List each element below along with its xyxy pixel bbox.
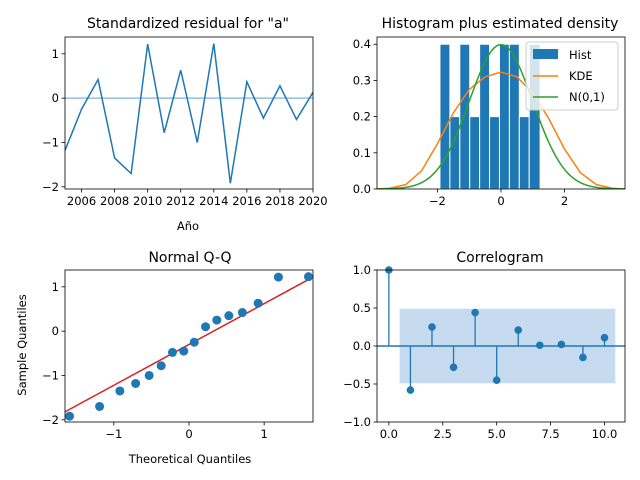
histogram-bar — [498, 43, 510, 189]
correlogram-ytick-label: −1.0 — [343, 415, 371, 429]
qq-point — [179, 346, 189, 356]
qq-point — [253, 298, 263, 308]
acf-marker — [449, 363, 458, 372]
residual-plot-title: Standardized residual for "a" — [87, 16, 289, 32]
residual-plot-panel: Standardized residual for "a" Año 2006 20… — [42, 16, 328, 233]
correlogram-ytick-label: −0.5 — [343, 377, 371, 391]
qq-plot-ylabel: Sample Quantiles — [15, 294, 29, 395]
qq-fit-line — [65, 276, 313, 413]
qq-point — [156, 361, 166, 371]
correlogram-panel: Correlogram 0.0 2.5 5.0 7.5 10.0 −1.0 −0.5 0.0 0… — [343, 250, 626, 441]
correlogram-ytick-label: 0.0 — [353, 339, 371, 353]
histogram-xtick-label: 2 — [561, 194, 568, 208]
qq-plot-ytick-label: −2 — [42, 413, 59, 427]
correlogram-title: Correlogram — [456, 250, 543, 266]
legend-kde-label: KDE — [569, 69, 593, 83]
qq-point — [95, 401, 105, 411]
qq-point — [65, 411, 75, 421]
correlogram-xtick-label: 7.5 — [541, 427, 559, 441]
histogram-bar — [459, 43, 471, 189]
correlogram-ytick-label: 0.5 — [353, 301, 371, 315]
qq-point — [167, 347, 177, 357]
residual-plot-ytick-label: −2 — [42, 180, 59, 194]
qq-plot-title: Normal Q-Q — [148, 250, 231, 266]
histogram-ytick-label: 0.1 — [353, 146, 371, 160]
qq-plot-xlabel: Theoretical Quantiles — [128, 452, 252, 466]
correlogram-xtick-label: 10.0 — [592, 427, 618, 441]
qq-plot-ytick-label: 0 — [52, 324, 59, 338]
histogram-bar — [518, 116, 530, 189]
residual-plot-ytick-label: −1 — [42, 135, 59, 149]
correlogram-xtick-label: 5.0 — [488, 427, 506, 441]
legend-normal-label: N(0,1) — [569, 90, 605, 104]
histogram-bar — [439, 43, 451, 189]
normal-pdf-line — [377, 43, 625, 189]
histogram-xtick-label: −2 — [429, 194, 446, 208]
qq-plot-ytick-label: 1 — [52, 280, 59, 294]
qq-plot-xtick-label: 0 — [185, 427, 192, 441]
qq-plot-ytick-label: −1 — [42, 368, 59, 382]
acf-marker — [600, 333, 609, 342]
residual-plot-xtick-label: 2020 — [298, 194, 327, 208]
qq-point — [273, 272, 283, 282]
residual-series-line — [65, 43, 313, 184]
qq-point — [212, 315, 222, 325]
histogram-bar — [508, 43, 520, 189]
acf-marker — [406, 386, 415, 394]
histogram-bar — [469, 116, 481, 189]
histogram-ytick-label: 0.3 — [353, 73, 371, 87]
qq-plot-xtick-label: 1 — [260, 427, 267, 441]
legend-hist-label: Hist — [569, 48, 592, 62]
residual-plot-xtick-label: 2014 — [199, 194, 228, 208]
acf-marker — [536, 341, 544, 350]
qq-point — [115, 386, 125, 396]
qq-point — [144, 370, 154, 380]
histogram-ytick-label: 0.0 — [353, 182, 371, 196]
acf-marker — [557, 340, 566, 349]
residual-plot-xtick-label: 2008 — [100, 194, 129, 208]
qq-point — [224, 311, 234, 321]
qq-point — [237, 308, 247, 318]
acf-marker — [579, 353, 587, 362]
kde-line — [377, 71, 625, 189]
qq-plot-frame — [64, 269, 314, 423]
correlogram-ytick-label: 1.0 — [353, 263, 371, 277]
acf-marker — [492, 376, 501, 385]
residual-plot-xtick-label: 2016 — [232, 194, 261, 208]
residual-plot-xtick-label: 2006 — [67, 194, 96, 208]
residual-plot-xlabel: Año — [177, 219, 199, 233]
histogram-ytick-label: 0.4 — [353, 37, 371, 51]
qq-point — [131, 378, 141, 388]
histogram-bar — [489, 116, 500, 189]
residual-plot-ytick-label: 1 — [52, 47, 59, 61]
qq-plot-panel: Normal Q-Q Theoretical Quantiles Sample … — [15, 250, 314, 466]
acf-marker — [514, 326, 523, 334]
acf-marker — [428, 323, 436, 331]
histogram-bar — [479, 43, 491, 189]
histogram-bar — [449, 116, 461, 189]
residual-plot-ytick-label: 0 — [52, 91, 59, 105]
histogram-ytick-label: 0.2 — [353, 110, 371, 124]
residual-plot-xtick-label: 2010 — [133, 194, 162, 208]
qq-point — [201, 322, 211, 332]
residual-plot-frame — [64, 36, 314, 190]
correlogram-xtick-label: 0.0 — [380, 427, 398, 441]
correlogram-xtick-label: 2.5 — [434, 427, 452, 441]
residual-plot-xtick-label: 2018 — [265, 194, 294, 208]
qq-point — [189, 337, 199, 347]
legend-hist-swatch — [533, 49, 558, 59]
residual-plot-xtick-label: 2012 — [166, 194, 195, 208]
histogram-panel: Histogram plus estimated density −2 0 2 0.0… — [353, 16, 626, 208]
qq-point — [303, 272, 313, 282]
acf-marker — [471, 308, 479, 317]
histogram-legend: Hist KDE N(0,1) — [525, 41, 619, 111]
qq-plot-xtick-label: −1 — [105, 427, 122, 441]
histogram-title: Histogram plus estimated density — [382, 16, 619, 32]
histogram-xtick-label: 0 — [497, 194, 504, 208]
